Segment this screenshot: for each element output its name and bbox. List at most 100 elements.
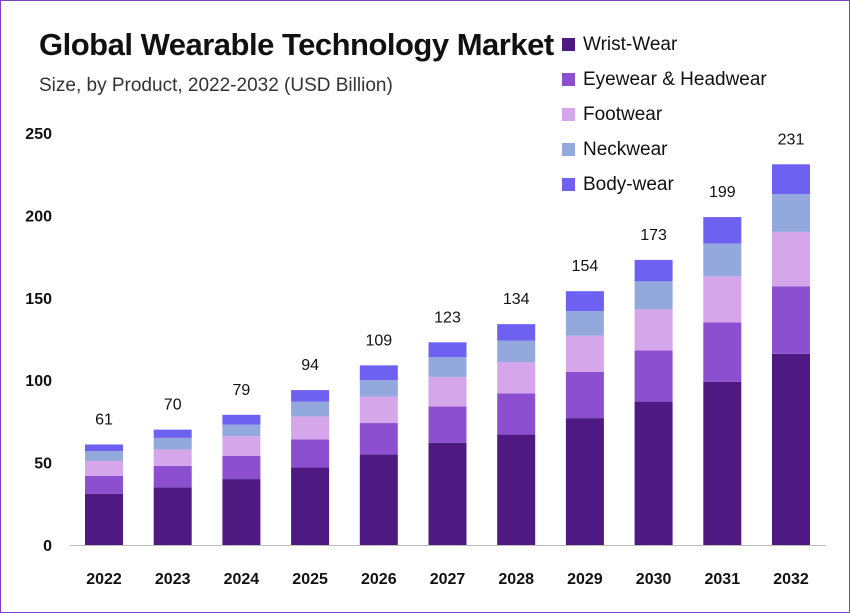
x-tick-label-2030: 2030 [636,571,672,588]
bar-total-label-2032: 231 [778,131,805,148]
x-tick-label-2029: 2029 [567,571,603,588]
bar-segment-wrist-wear-2027 [428,442,467,545]
bar-segment-body-wear-2026 [359,365,398,381]
legend-label-footwear: Footwear [583,103,663,125]
bar-segment-footwear-2031 [703,276,742,323]
bar-segment-eyewear-headwear-2028 [497,393,536,435]
bar-segment-neckwear-2022 [85,451,123,461]
x-tick-label-2026: 2026 [361,571,397,588]
bar-segment-eyewear-headwear-2032 [772,286,810,354]
bar-segment-eyewear-headwear-2026 [359,423,398,455]
bar-total-label-2027: 123 [434,309,461,326]
legend-swatch-neckwear [562,143,575,156]
bar-segment-eyewear-headwear-2029 [565,371,604,419]
bar-segment-footwear-2023 [153,449,192,466]
bar-segment-neckwear-2027 [428,357,467,377]
y-tick-label: 250 [25,126,52,143]
bar-segment-neckwear-2025 [291,401,330,417]
legend-label-wrist-wear: Wrist-Wear [583,33,678,55]
legend: Wrist-Wear Eyewear & Headwear Footwear N… [562,27,767,202]
legend-swatch-wrist-wear [562,38,575,51]
bar-segment-neckwear-2024 [222,424,261,437]
bar-segment-neckwear-2032 [772,193,810,232]
bar-segment-wrist-wear-2026 [359,454,398,545]
bar-segment-neckwear-2030 [634,281,673,310]
bar-segment-eyewear-headwear-2031 [703,322,742,382]
bar-total-label-2022: 61 [95,411,113,428]
bar-segment-wrist-wear-2031 [703,381,742,545]
x-tick-label-2025: 2025 [292,571,328,588]
bar-total-label-2030: 173 [640,227,667,244]
bar-segment-body-wear-2024 [222,414,261,425]
bar-total-label-2023: 70 [164,397,182,414]
bar-total-label-2031: 199 [709,184,736,201]
x-tick-label-2032: 2032 [773,571,809,588]
bar-segment-footwear-2024 [222,436,261,457]
x-tick-label-2027: 2027 [430,571,466,588]
bar-segment-eyewear-headwear-2023 [153,465,192,488]
y-tick-label: 100 [25,373,52,390]
legend-label-body-wear: Body-wear [583,173,674,195]
bar-segment-eyewear-headwear-2030 [634,350,673,402]
legend-item-neckwear: Neckwear [562,132,767,167]
legend-item-footwear: Footwear [562,97,767,132]
bar-segment-wrist-wear-2025 [291,467,330,545]
bar-segment-wrist-wear-2030 [634,401,673,545]
bar-segment-eyewear-headwear-2024 [222,456,261,480]
y-tick-label: 0 [43,538,52,555]
bar-segment-wrist-wear-2024 [222,479,261,545]
x-tick-label-2031: 2031 [705,571,741,588]
x-tick-label-2022: 2022 [86,571,122,588]
bar-segment-neckwear-2029 [565,310,604,336]
bar-total-label-2028: 134 [503,291,530,308]
bar-segment-wrist-wear-2023 [153,487,192,545]
x-tick-label-2024: 2024 [224,571,260,588]
bar-segment-footwear-2025 [291,416,330,440]
bar-total-label-2025: 94 [301,357,319,374]
bar-segment-footwear-2032 [772,231,810,287]
y-tick-label: 200 [25,208,52,225]
bar-segment-wrist-wear-2032 [772,353,810,545]
y-tick-label: 50 [34,456,52,473]
bar-segment-wrist-wear-2029 [565,418,604,545]
bar-segment-wrist-wear-2028 [497,434,536,545]
bar-segment-body-wear-2028 [497,324,536,341]
legend-item-body-wear: Body-wear [562,167,767,202]
bar-total-label-2029: 154 [572,258,599,275]
bar-segment-body-wear-2031 [703,217,742,244]
bar-segment-eyewear-headwear-2022 [85,475,123,494]
bar-segment-body-wear-2027 [428,342,467,358]
y-tick-label: 150 [25,291,52,308]
legend-swatch-eyewear-headwear [562,73,575,86]
bar-segment-body-wear-2030 [634,259,673,282]
legend-label-neckwear: Neckwear [583,138,668,160]
legend-item-eyewear-headwear: Eyewear & Headwear [562,62,767,97]
bar-segment-body-wear-2022 [85,444,123,452]
legend-swatch-body-wear [562,178,575,191]
bar-segment-footwear-2030 [634,309,673,351]
bar-segment-eyewear-headwear-2025 [291,439,330,468]
bar-segment-body-wear-2025 [291,390,330,402]
bar-segment-wrist-wear-2022 [85,493,123,545]
bar-segment-footwear-2026 [359,396,398,424]
bar-segment-eyewear-headwear-2027 [428,406,467,443]
bar-total-label-2026: 109 [365,332,392,349]
legend-label-eyewear-headwear: Eyewear & Headwear [583,68,767,90]
legend-swatch-footwear [562,108,575,121]
bar-segment-footwear-2027 [428,376,467,407]
chart-subtitle: Size, by Product, 2022-2032 (USD Billion… [39,75,393,96]
bar-segment-footwear-2029 [565,335,604,372]
bar-segment-neckwear-2023 [153,437,192,450]
bar-segment-body-wear-2029 [565,291,604,311]
bar-segment-footwear-2028 [497,362,536,394]
bar-segment-footwear-2022 [85,460,123,476]
x-tick-label-2023: 2023 [155,571,191,588]
chart-title: Global Wearable Technology Market [39,27,554,62]
x-tick-label-2028: 2028 [498,571,534,588]
bar-segment-neckwear-2028 [497,340,536,363]
bar-segment-body-wear-2032 [772,164,810,194]
bar-segment-neckwear-2026 [359,380,398,397]
bar-total-label-2024: 79 [233,382,251,399]
bar-segment-body-wear-2023 [153,429,192,438]
